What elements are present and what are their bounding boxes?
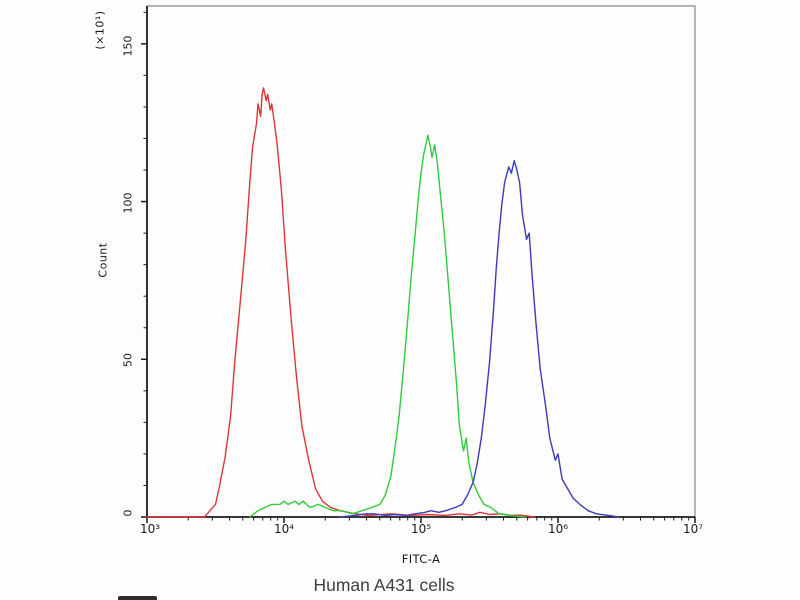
blue-peak-histogram-curve — [339, 159, 619, 518]
cropped-edge-fragment — [118, 596, 157, 600]
x-tick-label-1e5: 10⁵ — [410, 522, 432, 536]
y-axis-title: Count — [96, 242, 110, 278]
chart-title: Human A431 cells — [313, 575, 455, 595]
plot-frame-axes — [146, 6, 695, 518]
x-tick-label-1e6: 10⁶ — [547, 522, 569, 536]
x-axis-title: FITC-A — [401, 552, 441, 566]
red-peak-histogram-curve — [146, 87, 536, 518]
y-tick-label-150: 150 — [121, 35, 135, 57]
y-axis-multiplier-label: (×10¹) — [93, 10, 107, 50]
y-tick-label-50: 50 — [121, 353, 135, 367]
y-tick-label-0: 0 — [121, 509, 135, 517]
x-tick-label-1e7: 10⁷ — [682, 522, 704, 536]
green-peak-histogram-curve — [249, 134, 526, 518]
x-tick-label-1e3: 10³ — [139, 522, 161, 536]
plot-frame-light — [147, 5, 696, 517]
y-tick-label-100: 100 — [121, 192, 135, 214]
x-tick-label-1e4: 10⁴ — [273, 522, 295, 536]
